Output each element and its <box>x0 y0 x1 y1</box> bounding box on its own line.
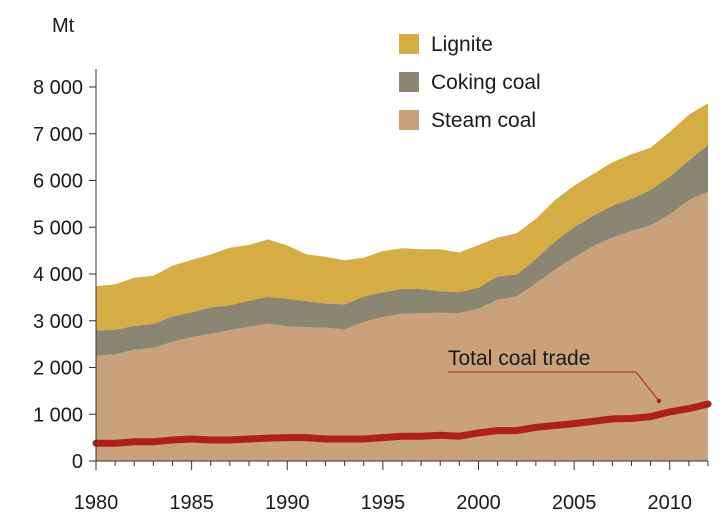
area-coking-coal <box>96 145 708 356</box>
x-tick-label: 2010 <box>648 492 693 514</box>
area-steam-coal <box>96 191 708 461</box>
y-axis-unit-label: Mt <box>52 15 75 37</box>
legend-swatch-lignite <box>399 34 419 54</box>
annotation-total-coal-trade: Total coal trade <box>448 347 590 370</box>
y-tick-label: 5 000 <box>33 217 83 239</box>
y-tick-label: 4 000 <box>33 264 83 286</box>
total-coal-trade-line <box>92 400 712 447</box>
y-tick-label: 3 000 <box>33 311 83 333</box>
legend-label-steam-coal: Steam coal <box>431 109 536 132</box>
y-tick-label: 1 000 <box>33 404 83 426</box>
legend-swatch-coking-coal <box>399 72 419 92</box>
legend-label-coking-coal: Coking coal <box>431 71 541 94</box>
annotation-leader-line <box>448 371 660 402</box>
annotation-leader-dot <box>656 398 662 404</box>
x-tick-label: 2005 <box>552 492 597 514</box>
legend-label-lignite: Lignite <box>431 33 493 56</box>
x-tick-label: 1985 <box>169 492 214 514</box>
stacked-areas <box>96 103 708 461</box>
y-tick-label: 7 000 <box>33 124 83 146</box>
y-tick-label: 0 <box>72 451 83 473</box>
x-tick-label: 1980 <box>74 492 119 514</box>
legend: Lignite Coking coal Steam coal <box>399 33 541 132</box>
annotation: Total coal trade <box>448 347 662 404</box>
series-line-total-coal-trade <box>92 400 712 447</box>
x-ticks: 1980 1985 1990 1995 2000 2005 2010 <box>74 461 709 514</box>
y-tick-label: 2 000 <box>33 358 83 380</box>
axes: 0 1 000 2 000 3 000 4 000 5 000 6 000 7 000 8 00… <box>33 69 709 514</box>
x-tick-label: 2000 <box>456 492 501 514</box>
y-tick-label: 8 000 <box>33 77 83 99</box>
x-tick-label: 1995 <box>361 492 406 514</box>
x-tick-label: 1990 <box>265 492 310 514</box>
y-tick-label: 6 000 <box>33 171 83 193</box>
area-lignite <box>96 103 708 331</box>
legend-swatch-steam-coal <box>399 110 419 130</box>
y-ticks: 0 1 000 2 000 3 000 4 000 5 000 6 000 7 000 8 00… <box>33 77 96 473</box>
